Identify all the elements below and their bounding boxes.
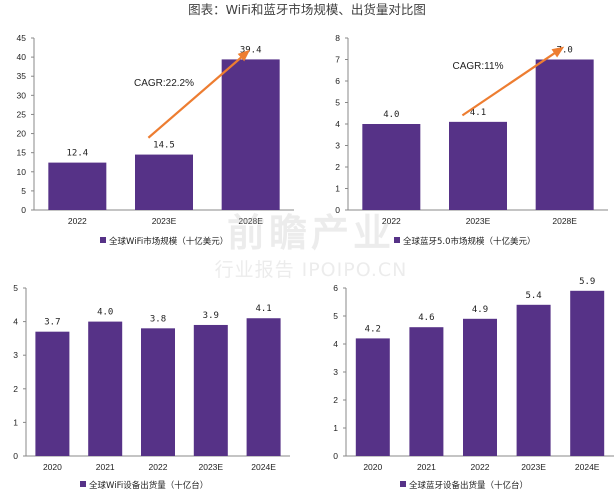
x-tick-label: 2023E [521, 462, 546, 472]
x-tick-label: 2021 [417, 462, 436, 472]
growth-arrow-head [551, 46, 565, 58]
figure-title: 图表：WiFi和蓝牙市场规模、出货量对比图 [188, 2, 426, 17]
data-label: 4.2 [365, 324, 381, 334]
bluetooth-shipments-chart: 0 1 2 3 4 5 6 4.2 2020 4.6 2021 4.9 2022 5.4 2023E 5.9 2… [333, 277, 614, 491]
x-tick-label: 2024E [251, 462, 276, 472]
y-tick-label: 2 [13, 384, 18, 394]
legend-swatch [80, 481, 86, 487]
cagr-annotation: CAGR:11% [453, 61, 504, 72]
y-tick-label: 3 [335, 141, 340, 151]
bar-2028E [221, 59, 280, 210]
bar-2023E [135, 154, 193, 210]
data-label: 3.7 [44, 318, 60, 328]
y-tick-label: 8 [335, 33, 340, 43]
growth-arrow [147, 50, 249, 139]
y-tick-label: 20 [17, 129, 27, 139]
y-tick-label: 4 [13, 317, 18, 327]
y-tick-label: 4 [335, 119, 340, 129]
y-tick-label: 0 [335, 205, 340, 215]
y-tick-label: 1 [335, 184, 340, 194]
y-tick-label: 2 [335, 162, 340, 172]
x-tick-label: 2028E [552, 216, 577, 226]
wifi-shipments-chart: 0 1 2 3 4 5 3.7 2020 4.0 2021 3.8 2022 3.9 2023E 4.1 20… [13, 283, 290, 491]
bar-2020 [355, 338, 390, 456]
data-label: 12.4 [66, 149, 88, 159]
bar-2024E [570, 290, 605, 456]
legend-label: 全球WiFi设备出货量（十亿台） [89, 480, 208, 491]
y-tick-label: 5 [21, 186, 26, 196]
y-tick-label: 1 [13, 417, 18, 427]
x-tick-label: 2023E [199, 462, 224, 472]
y-tick-label: 0 [333, 451, 338, 461]
bar-2024E [246, 318, 281, 456]
y-tick-label: 6 [335, 76, 340, 86]
bar-2022 [141, 328, 175, 456]
data-label: 4.0 [97, 308, 113, 318]
y-tick-label: 45 [17, 33, 27, 43]
data-label: 4.6 [418, 313, 434, 323]
x-tick-label: 2023E [466, 216, 491, 226]
y-tick-label: 30 [17, 90, 27, 100]
data-label: 5.4 [525, 291, 541, 301]
x-tick-label: 2021 [96, 462, 115, 472]
bar-2021 [88, 321, 123, 456]
bluetooth-market-size-chart: 0 1 2 3 4 5 6 7 8 4.0 2022 4.1 2023E 7.0 2028E CAGR:11%… [335, 33, 608, 247]
data-label: 3.8 [150, 314, 166, 324]
x-tick-label: 2022 [149, 462, 168, 472]
data-label: 14.5 [153, 141, 175, 151]
legend-swatch [394, 237, 400, 243]
x-tick-label: 2028E [238, 216, 263, 226]
y-tick-label: 25 [17, 109, 27, 119]
y-tick-label: 5 [335, 98, 340, 108]
data-label: 5.9 [579, 277, 595, 287]
bar-2021 [409, 327, 444, 456]
y-tick-label: 2 [333, 395, 338, 405]
y-tick-label: 5 [333, 311, 338, 321]
growth-arrow [461, 47, 563, 117]
legend-label: 全球蓝牙设备出货量（十亿台） [409, 480, 528, 491]
bar-2028E [535, 59, 594, 210]
growth-arrow-head [237, 49, 251, 62]
x-tick-label: 2020 [43, 462, 62, 472]
x-tick-label: 2023E [152, 216, 177, 226]
data-label: 7.0 [557, 46, 573, 56]
y-tick-label: 40 [17, 52, 27, 62]
y-tick-label: 7 [335, 55, 340, 65]
bar-2023E [516, 304, 551, 456]
legend-label: 全球蓝牙5.0市场规模（十亿美元） [403, 236, 536, 247]
y-tick-label: 6 [333, 283, 338, 293]
y-tick-label: 35 [17, 71, 27, 81]
y-tick-label: 3 [333, 367, 338, 377]
bar-2022 [48, 162, 107, 210]
y-tick-label: 0 [13, 451, 18, 461]
bar-2022 [463, 318, 497, 456]
bar-2022 [362, 124, 421, 210]
x-tick-label: 2022 [68, 216, 87, 226]
y-tick-label: 15 [17, 148, 27, 158]
bar-2023E [449, 121, 507, 210]
x-tick-label: 2020 [363, 462, 382, 472]
data-label: 39.4 [240, 45, 262, 55]
x-tick-label: 2024E [575, 462, 600, 472]
bar-2023E [193, 324, 228, 456]
legend-label: 全球WiFi市场规模（十亿美元） [109, 236, 228, 247]
bar-2020 [35, 331, 70, 456]
x-tick-label: 2022 [382, 216, 401, 226]
y-tick-label: 0 [21, 205, 26, 215]
data-label: 4.0 [383, 110, 399, 120]
data-label: 4.1 [470, 108, 486, 118]
y-tick-label: 1 [333, 423, 338, 433]
y-tick-label: 5 [13, 283, 18, 293]
y-tick-label: 4 [333, 339, 338, 349]
legend-swatch [400, 481, 406, 487]
wifi-market-size-chart: 0 5 10 15 20 25 30 35 40 45 12.4 2022 14.5 2023E 39.4 2… [17, 33, 294, 247]
legend-swatch [100, 237, 106, 243]
data-label: 4.9 [472, 305, 488, 315]
y-tick-label: 3 [13, 350, 18, 360]
data-label: 4.1 [255, 304, 271, 314]
data-label: 3.9 [203, 311, 219, 321]
cagr-annotation: CAGR:22.2% [134, 78, 194, 89]
y-tick-label: 10 [17, 167, 27, 177]
x-tick-label: 2022 [471, 462, 490, 472]
